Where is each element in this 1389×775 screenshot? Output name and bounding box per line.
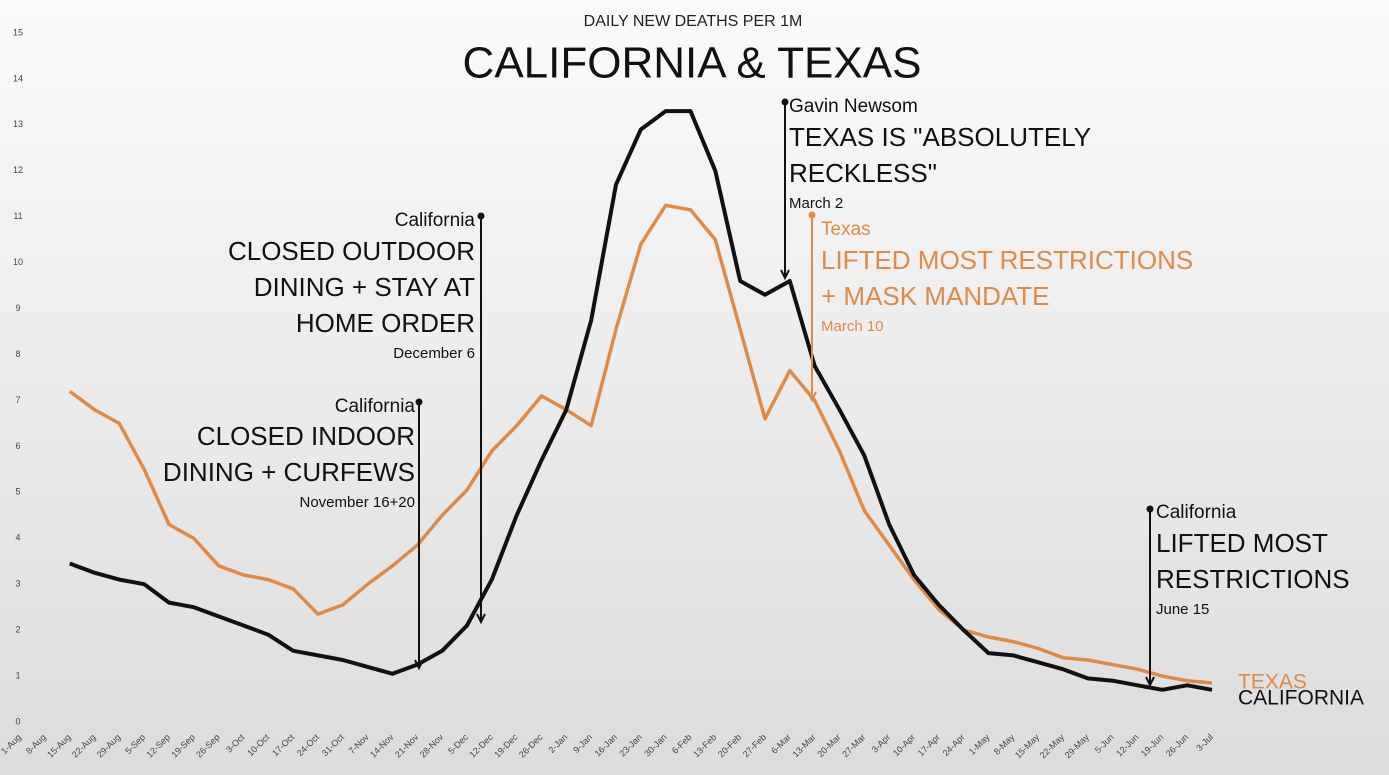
- y-tick-label: 5: [15, 487, 20, 497]
- legend-label: CALIFORNIA: [1238, 687, 1364, 710]
- y-tick-label: 15: [13, 27, 23, 37]
- y-tick-label: 8: [15, 349, 20, 359]
- annotation-headline: + MASK MANDATE: [821, 281, 1050, 311]
- annotation-date: March 10: [821, 318, 884, 335]
- y-tick-label: 4: [15, 533, 20, 543]
- annotation-arrow: [476, 613, 486, 625]
- chart-title: CALIFORNIA & TEXAS: [463, 39, 922, 88]
- annotation-headline: DINING + STAY AT: [254, 272, 475, 302]
- annotation-date: March 2: [789, 195, 843, 212]
- annotation-label: Texas: [821, 219, 871, 240]
- chart-subtitle: DAILY NEW DEATHS PER 1M: [584, 13, 803, 30]
- annotation-arrow: [1145, 676, 1155, 688]
- y-tick-label: 14: [13, 73, 23, 83]
- y-tick-label: 0: [15, 716, 20, 726]
- annotation-dot: [781, 98, 789, 106]
- y-tick-label: 13: [13, 119, 23, 129]
- annotation-headline: RECKLESS": [789, 158, 937, 188]
- annotation-date: June 15: [1156, 601, 1209, 618]
- annotation-dot: [808, 211, 816, 219]
- legend-label: TEXAS: [1238, 671, 1307, 694]
- y-tick-label: 11: [13, 211, 22, 221]
- annotation-date: November 16+20: [300, 494, 416, 511]
- annotation-label: California: [395, 210, 476, 231]
- annotation-label: California: [335, 396, 416, 417]
- annotation-label: California: [1156, 502, 1237, 523]
- annotation-headline: DINING + CURFEWS: [163, 457, 415, 487]
- annotation-date: December 6: [393, 345, 475, 362]
- annotation-headline: LIFTED MOST RESTRICTIONS: [821, 245, 1193, 275]
- series-line: [69, 109, 1213, 692]
- annotation-dot: [1146, 505, 1154, 513]
- annotation-headline: RESTRICTIONS: [1156, 564, 1350, 594]
- y-tick-label: 3: [15, 579, 20, 589]
- annotation-dot: [415, 398, 423, 406]
- annotation-dot: [477, 212, 485, 220]
- y-tick-label: 2: [15, 625, 20, 635]
- annotation-headline: HOME ORDER: [296, 308, 475, 338]
- y-tick-label: 6: [15, 441, 20, 451]
- y-tick-label: 1: [15, 670, 20, 680]
- annotation-headline: TEXAS IS "ABSOLUTELY: [789, 122, 1091, 152]
- annotation-headline: CLOSED INDOOR: [197, 421, 415, 451]
- annotation-arrow: [807, 391, 817, 403]
- annotation-headline: CLOSED OUTDOOR: [228, 236, 475, 266]
- annotation-arrow: [780, 269, 790, 281]
- annotation-headline: LIFTED MOST: [1156, 528, 1328, 558]
- y-tick-label: 10: [13, 257, 23, 267]
- annotation-arrow: [414, 659, 424, 671]
- series-line: [68, 203, 1213, 685]
- y-tick-label: 12: [13, 165, 23, 175]
- y-tick-label: 7: [15, 395, 20, 405]
- annotation-label: Gavin Newsom: [789, 96, 918, 117]
- y-tick-label: 9: [15, 303, 20, 313]
